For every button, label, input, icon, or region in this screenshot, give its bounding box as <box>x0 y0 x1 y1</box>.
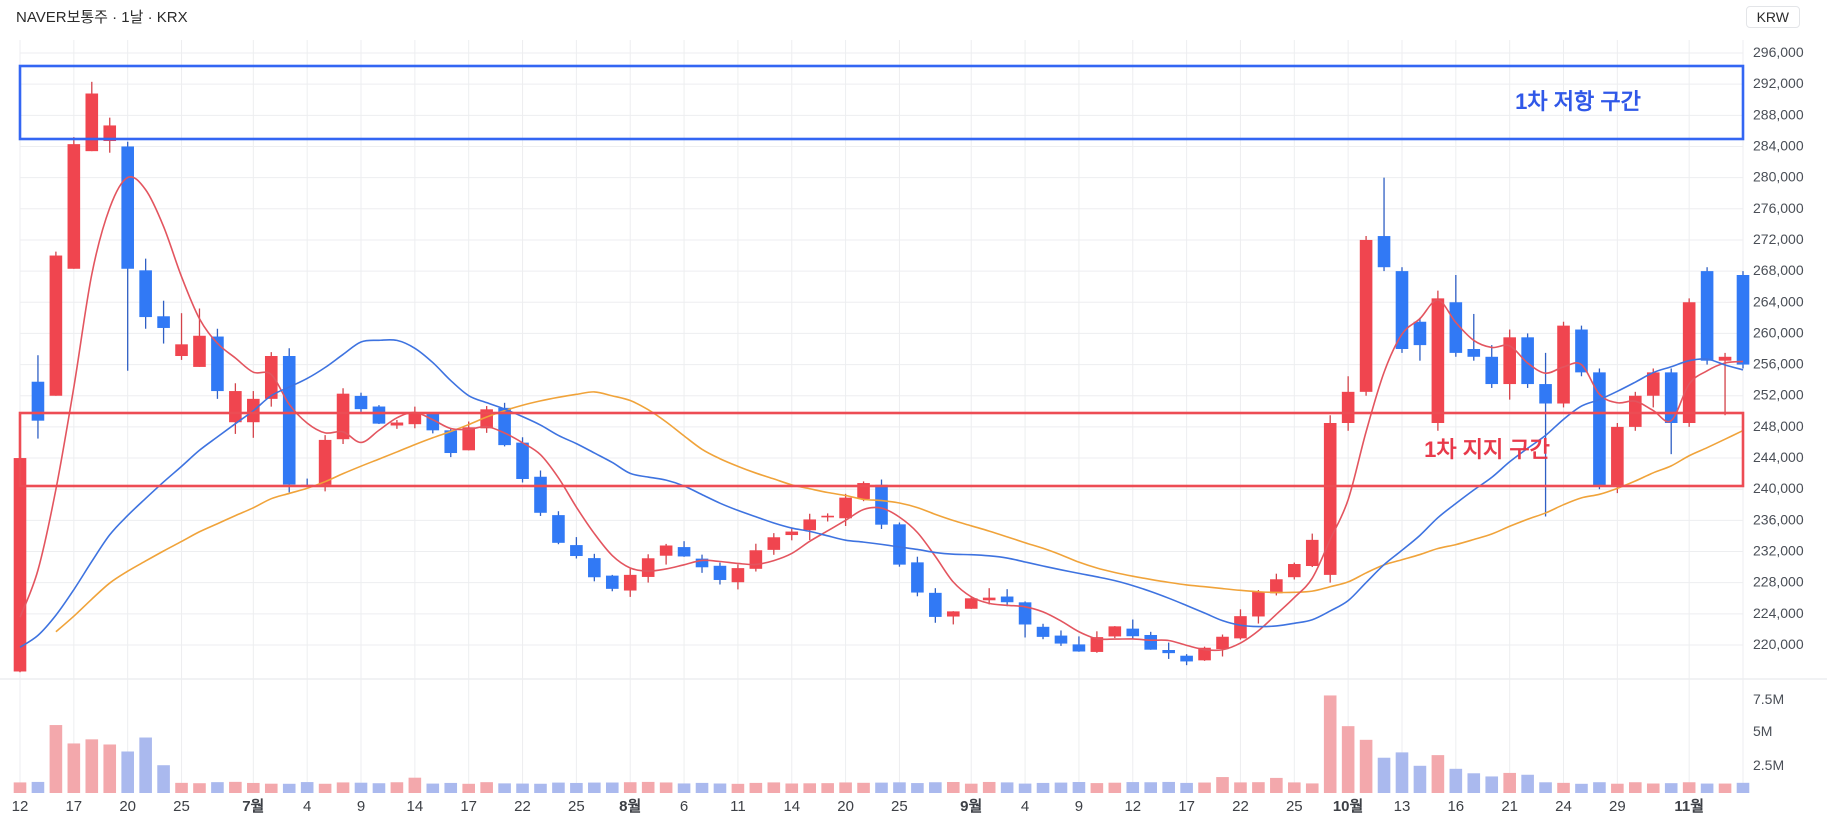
svg-text:14: 14 <box>783 798 800 815</box>
svg-text:7.5M: 7.5M <box>1753 691 1784 707</box>
svg-text:17: 17 <box>65 798 82 815</box>
svg-text:11: 11 <box>730 798 746 815</box>
svg-text:21: 21 <box>1501 798 1518 815</box>
svg-text:284,000: 284,000 <box>1753 138 1804 154</box>
svg-text:25: 25 <box>891 798 908 815</box>
svg-text:2.5M: 2.5M <box>1753 757 1784 773</box>
svg-text:244,000: 244,000 <box>1753 449 1804 465</box>
svg-text:9월: 9월 <box>960 798 982 815</box>
svg-text:12: 12 <box>1124 798 1141 815</box>
svg-text:252,000: 252,000 <box>1753 387 1804 403</box>
svg-text:22: 22 <box>1232 798 1249 815</box>
svg-text:296,000: 296,000 <box>1753 44 1804 60</box>
svg-text:11월: 11월 <box>1674 798 1704 815</box>
svg-text:232,000: 232,000 <box>1753 543 1804 559</box>
svg-text:20: 20 <box>837 798 854 815</box>
svg-text:7월: 7월 <box>242 798 264 815</box>
svg-text:25: 25 <box>1286 798 1303 815</box>
svg-text:17: 17 <box>460 798 477 815</box>
svg-text:280,000: 280,000 <box>1753 169 1804 185</box>
svg-text:5M: 5M <box>1753 723 1772 739</box>
svg-text:292,000: 292,000 <box>1753 75 1804 91</box>
svg-text:288,000: 288,000 <box>1753 106 1804 122</box>
svg-text:20: 20 <box>119 798 136 815</box>
svg-text:1차 저항 구간: 1차 저항 구간 <box>1515 89 1641 114</box>
svg-text:248,000: 248,000 <box>1753 418 1804 434</box>
svg-text:10월: 10월 <box>1333 798 1364 815</box>
svg-text:16: 16 <box>1447 798 1464 815</box>
svg-text:272,000: 272,000 <box>1753 231 1804 247</box>
svg-text:24: 24 <box>1555 798 1572 815</box>
svg-text:276,000: 276,000 <box>1753 200 1804 216</box>
svg-text:4: 4 <box>303 798 311 815</box>
svg-text:9: 9 <box>357 798 365 815</box>
svg-text:228,000: 228,000 <box>1753 574 1804 590</box>
svg-text:6: 6 <box>680 798 688 815</box>
svg-text:240,000: 240,000 <box>1753 480 1804 496</box>
svg-text:17: 17 <box>1178 798 1195 815</box>
svg-text:13: 13 <box>1394 798 1411 815</box>
svg-text:220,000: 220,000 <box>1753 636 1804 652</box>
svg-text:268,000: 268,000 <box>1753 262 1804 278</box>
svg-text:1차 지지 구간: 1차 지지 구간 <box>1424 437 1550 462</box>
svg-text:29: 29 <box>1609 798 1626 815</box>
svg-text:14: 14 <box>407 798 424 815</box>
svg-text:264,000: 264,000 <box>1753 293 1804 309</box>
svg-text:260,000: 260,000 <box>1753 324 1804 340</box>
svg-text:25: 25 <box>173 798 190 815</box>
svg-text:22: 22 <box>514 798 531 815</box>
svg-text:25: 25 <box>568 798 585 815</box>
svg-text:256,000: 256,000 <box>1753 356 1804 372</box>
svg-text:236,000: 236,000 <box>1753 511 1804 527</box>
svg-text:12: 12 <box>12 798 29 815</box>
svg-text:224,000: 224,000 <box>1753 605 1804 621</box>
svg-text:8월: 8월 <box>619 798 641 815</box>
svg-text:9: 9 <box>1075 798 1083 815</box>
svg-text:4: 4 <box>1021 798 1029 815</box>
